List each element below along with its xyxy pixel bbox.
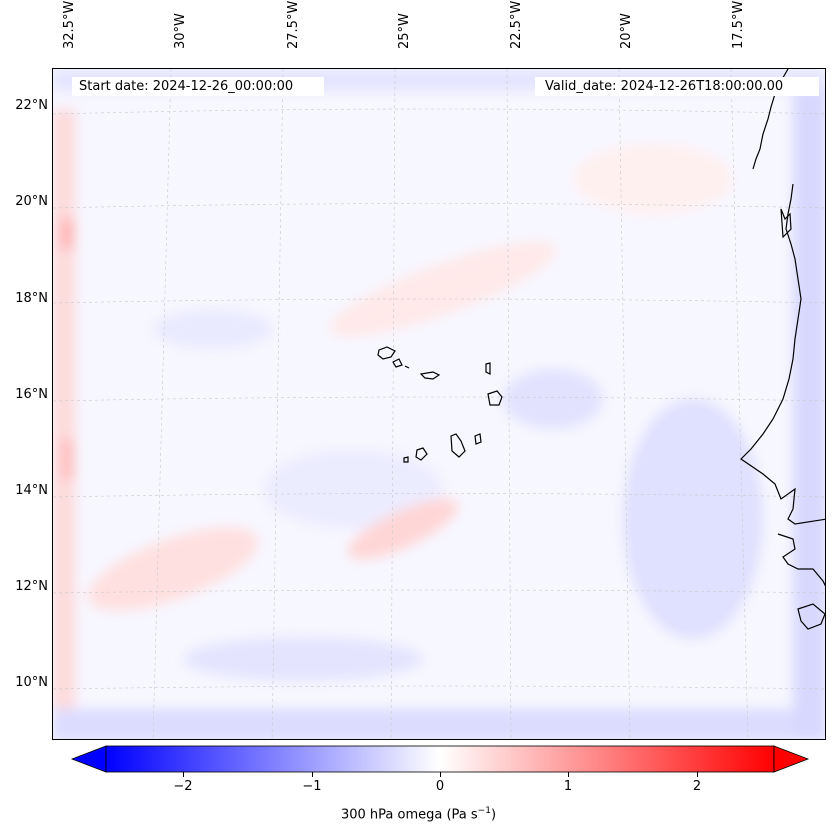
lon-label-32-5w: 32.5°W <box>62 0 77 49</box>
omega-negative-east <box>623 399 763 639</box>
colorbar-tickmark <box>697 772 698 777</box>
cape-verde-islands <box>377 346 503 463</box>
omega-negative-band-south <box>53 709 825 739</box>
omega-negative-center <box>503 369 603 429</box>
omega-positive-southwest <box>87 527 259 611</box>
colorbar-extend-min <box>70 745 107 773</box>
lat-label-14n: 14°N <box>15 483 48 498</box>
colorbar-title-text: 300 hPa omega (Pa s <box>340 807 478 823</box>
island-santiago <box>450 433 466 458</box>
island-santo-antao <box>377 346 396 360</box>
island-fogo <box>415 447 428 461</box>
colorbar-tickmark <box>312 772 313 777</box>
lat-label-18n: 18°N <box>15 291 48 306</box>
lon-label-25w: 25°W <box>397 13 412 49</box>
meridian-30w <box>152 69 172 739</box>
colorbar-tick-label: 1 <box>563 779 573 794</box>
meridian-22-5w <box>506 69 512 739</box>
omega-negative-band-east <box>793 89 825 739</box>
lat-label-16n: 16°N <box>15 387 48 402</box>
parallel-12n <box>53 589 825 594</box>
map-canvas <box>53 69 825 739</box>
island-sao-vicente <box>392 358 403 368</box>
lon-label-30w: 30°W <box>173 13 188 49</box>
omega-negative-west <box>153 309 273 349</box>
parallel-14n <box>53 493 825 498</box>
omega-negative-mid <box>263 449 443 529</box>
omega-field <box>53 69 825 739</box>
coast-gambia-guinea <box>777 533 825 587</box>
omega-positive-mid <box>348 498 458 560</box>
colorbar-tick-label: 0 <box>435 779 445 794</box>
colorbar-tickmark <box>183 772 184 777</box>
island-boa-vista <box>487 390 503 406</box>
lat-label-10n: 10°N <box>15 675 48 690</box>
omega-positive-northeast <box>573 144 733 214</box>
colorbar-title-close: ) <box>490 807 497 823</box>
parallel-20n <box>53 203 825 209</box>
valid-date-label: Valid_date: 2024-12-26T18:00:00.00 <box>535 77 819 96</box>
parallel-16n <box>53 396 825 402</box>
parallel-18n <box>53 298 825 304</box>
lat-label-12n: 12°N <box>15 579 48 594</box>
colorbar-tick-label: −2 <box>173 779 193 794</box>
meridian-25w <box>390 69 396 739</box>
lon-label-22-5w: 22.5°W <box>509 0 524 49</box>
coast-bijagos <box>797 603 825 630</box>
island-santa-luzia <box>404 365 410 369</box>
island-brava <box>403 456 409 463</box>
meridian-27-5w <box>271 69 284 739</box>
omega-positive-north <box>329 241 557 337</box>
island-maio <box>474 433 482 445</box>
colorbar-title-sup: −1 <box>477 806 491 816</box>
island-sao-nicolau <box>419 371 441 380</box>
omega-positive-max-west <box>61 219 73 249</box>
colorbar-tickmark <box>568 772 569 777</box>
colorbar-tickmark <box>440 772 441 777</box>
colorbar-gradient <box>105 745 775 773</box>
colorbar-tick-label: 2 <box>692 779 702 794</box>
omega-positive-max-west-2 <box>61 439 73 479</box>
colorbar <box>70 745 810 773</box>
start-date-label: Start date: 2024-12-26_00:00:00 <box>72 77 324 96</box>
colorbar-extend-max <box>773 745 810 773</box>
omega-positive-band-west <box>53 109 75 729</box>
omega-negative-south <box>183 637 423 681</box>
island-sal <box>485 362 491 375</box>
lon-label-20w: 20°W <box>619 13 634 49</box>
colorbar-title: 300 hPa omega (Pa s−1) <box>0 806 837 822</box>
parallel-10n <box>53 685 825 690</box>
lat-label-22n: 22°N <box>15 98 48 113</box>
graticule <box>53 69 825 739</box>
coastlines <box>740 69 825 630</box>
coast-mauritania-senegal <box>740 183 825 525</box>
meridian-20w <box>618 69 631 739</box>
coast-banc-arguin <box>780 208 792 239</box>
lon-label-17-5w: 17.5°W <box>731 0 746 49</box>
lon-label-27-5w: 27.5°W <box>286 0 301 49</box>
lat-label-20n: 20°N <box>15 194 48 209</box>
colorbar-tick-label: −1 <box>302 779 322 794</box>
meridian-17-5w <box>730 69 749 739</box>
parallel-22n <box>53 108 825 115</box>
map-panel <box>52 68 826 740</box>
